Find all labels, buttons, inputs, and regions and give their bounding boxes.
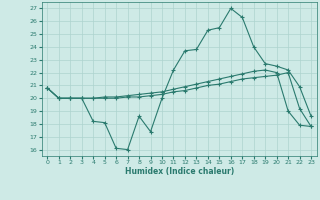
X-axis label: Humidex (Indice chaleur): Humidex (Indice chaleur) bbox=[124, 167, 234, 176]
